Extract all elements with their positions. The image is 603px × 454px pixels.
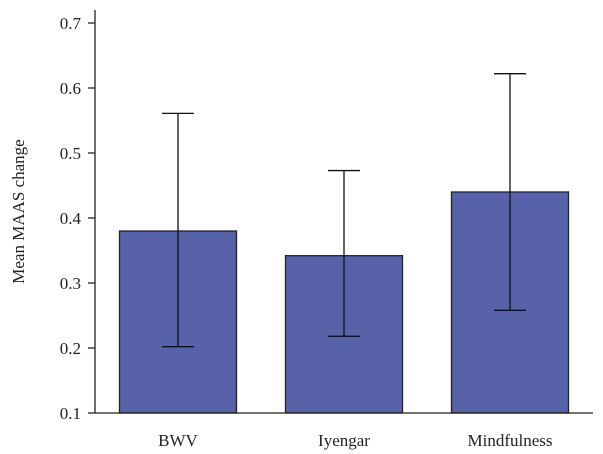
y-tick-label: 0.7 [60,14,82,33]
y-tick-label: 0.6 [60,79,81,98]
y-axis-title: Mean MAAS change [9,139,28,283]
error-bar [494,73,526,311]
error-bars [162,73,526,348]
error-bar [328,169,360,337]
x-tick-label: Iyengar [318,431,370,450]
x-axis-tick-labels: BWV Iyengar Mindfulness [158,431,552,450]
x-tick-label: BWV [158,431,198,450]
y-tick-label: 0.1 [60,404,81,423]
y-axis-ticks: 0.1 0.2 0.3 0.4 0.5 0.6 0.7 [60,14,95,423]
error-bar [162,112,194,348]
y-tick-label: 0.3 [60,274,81,293]
y-tick-label: 0.5 [60,144,81,163]
y-tick-label: 0.4 [60,209,82,228]
y-tick-label: 0.2 [60,339,81,358]
x-tick-label: Mindfulness [468,431,553,450]
